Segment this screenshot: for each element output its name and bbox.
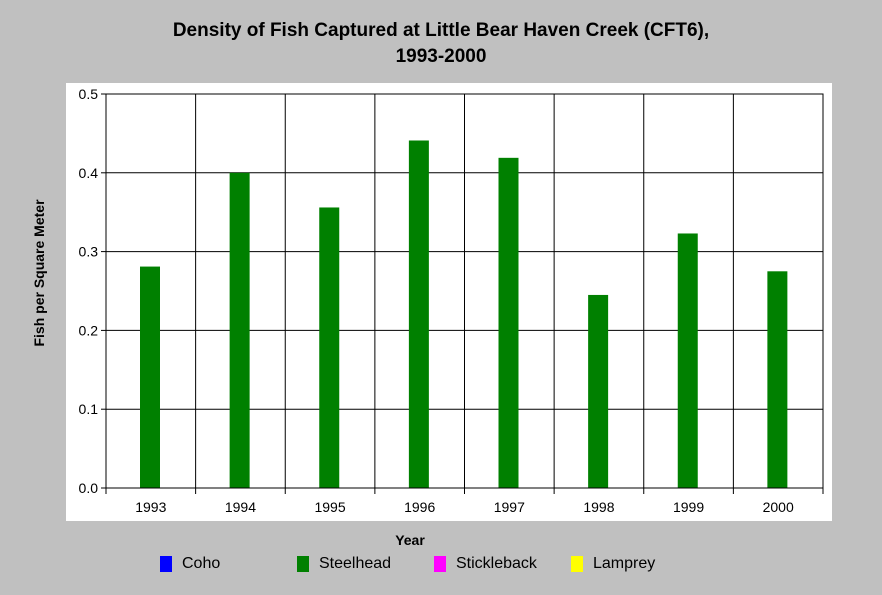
y-tick-label: 0.1 xyxy=(79,401,99,417)
x-tick-label: 1994 xyxy=(225,499,256,515)
x-tick-label: 2000 xyxy=(763,499,794,515)
y-tick-label: 0.0 xyxy=(79,480,99,496)
plot-border xyxy=(105,93,824,489)
y-tick-label: 0.2 xyxy=(79,322,99,338)
bar-steelhead-1999 xyxy=(677,233,698,488)
bar-steelhead-1997 xyxy=(498,157,519,488)
bar-steelhead-1994 xyxy=(229,172,250,489)
legend-swatch-lamprey xyxy=(571,556,583,572)
x-tick-label: 1997 xyxy=(494,499,525,515)
plot-area: 0.0 0.1 0.2 0.3 0.4 0.5 1993 1994 1995 1996 1997 19… xyxy=(79,86,824,515)
y-tick-label: 0.4 xyxy=(79,165,99,181)
y-tick-label: 0.3 xyxy=(79,244,99,260)
chart-title-line2: 1993-2000 xyxy=(395,46,487,67)
x-tick-label: 1999 xyxy=(673,499,704,515)
x-tick-label: 1998 xyxy=(583,499,614,515)
x-tick-label: 1995 xyxy=(314,499,345,515)
x-axis-label: Year xyxy=(395,532,425,548)
bar-steelhead-2000 xyxy=(767,271,788,488)
legend-label-stickleback: Stickleback xyxy=(456,555,537,572)
y-tick-label: 0.5 xyxy=(79,86,99,102)
legend-swatch-coho xyxy=(160,556,172,572)
chart-title-line1: Density of Fish Captured at Little Bear … xyxy=(172,20,710,41)
bar-steelhead-1998 xyxy=(588,294,609,488)
x-tick-label: 1993 xyxy=(135,499,166,515)
bar-steelhead-1996 xyxy=(408,140,429,488)
legend-label-coho: Coho xyxy=(182,555,221,572)
bar-steelhead-1995 xyxy=(319,207,340,489)
legend-label-steelhead: Steelhead xyxy=(319,555,392,572)
legend-swatch-stickleback xyxy=(434,556,446,572)
legend-label-lamprey: Lamprey xyxy=(593,555,656,572)
bar-steelhead-1993 xyxy=(140,266,160,488)
x-tick-label: 1996 xyxy=(404,499,435,515)
legend-swatch-steelhead xyxy=(297,556,309,572)
y-axis-label: Fish per Square Meter xyxy=(31,199,47,347)
chart-panel: 0.0 0.1 0.2 0.3 0.4 0.5 1993 1994 1995 1996 1997 19… xyxy=(66,83,832,521)
